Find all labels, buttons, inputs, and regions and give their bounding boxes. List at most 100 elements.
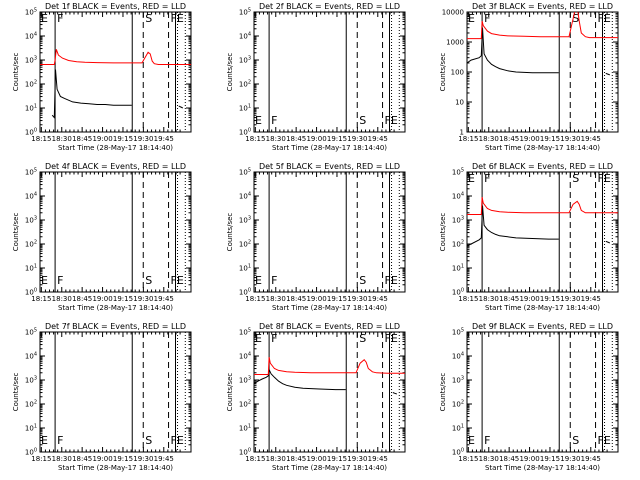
series-events-line bbox=[392, 392, 397, 395]
marker-label-fe: FE bbox=[598, 12, 611, 25]
marker-label-s: S bbox=[145, 274, 152, 287]
chart-title: Det 6f BLACK = Events, RED = LLD bbox=[472, 162, 613, 171]
marker-label-fe: FE bbox=[598, 434, 611, 447]
panel-det-9: Det 9f BLACK = Events, RED = LLD 100 101 10… bbox=[439, 322, 619, 472]
x-tick-label: 19:00 bbox=[92, 455, 112, 463]
plot-frame bbox=[466, 331, 619, 453]
x-tick-label: 18:45 bbox=[286, 135, 306, 143]
y-tick-label: 100 bbox=[452, 448, 464, 457]
series-lld-line bbox=[40, 49, 191, 65]
x-tick-label: 19:30 bbox=[133, 455, 153, 463]
y-tick-label: 102 bbox=[239, 80, 251, 89]
series-events-line bbox=[178, 105, 184, 109]
y-axis-label: Counts/sec bbox=[12, 53, 20, 92]
y-axis-label: Counts/sec bbox=[226, 373, 234, 412]
x-tick-label: 19:45 bbox=[368, 295, 388, 303]
x-tick-label: 18:15 bbox=[458, 295, 478, 303]
y-tick-label: 102 bbox=[239, 400, 251, 409]
plot-frame bbox=[466, 171, 619, 293]
chart-title: Det 8f BLACK = Events, RED = LLD bbox=[259, 322, 400, 331]
x-tick-label: 18:30 bbox=[52, 295, 72, 303]
y-tick-label: 10 bbox=[455, 99, 464, 107]
y-tick-label: 104 bbox=[239, 192, 251, 201]
x-tick-label: 18:30 bbox=[479, 295, 499, 303]
marker-label-fe: FE bbox=[171, 12, 184, 25]
y-tick-label: 1000 bbox=[446, 39, 464, 47]
x-axis-label: Start Time (28-May-17 18:14:40) bbox=[58, 144, 173, 152]
y-axis-label: Counts/sec bbox=[226, 213, 234, 252]
x-axis-label: Start Time (28-May-17 18:14:40) bbox=[485, 304, 600, 312]
y-tick-label: 105 bbox=[239, 328, 251, 337]
marker-label-s: S bbox=[359, 332, 366, 345]
y-tick-label: 102 bbox=[452, 240, 464, 249]
x-tick-label: 19:45 bbox=[154, 295, 174, 303]
x-tick-label: 18:15 bbox=[245, 295, 265, 303]
y-tick-label: 103 bbox=[25, 56, 37, 65]
x-tick-label: 18:15 bbox=[31, 295, 51, 303]
marker-label-fe: FE bbox=[171, 434, 184, 447]
x-tick-label: 19:30 bbox=[133, 295, 153, 303]
x-tick-label: 19:00 bbox=[306, 135, 326, 143]
y-tick-label: 105 bbox=[25, 328, 37, 337]
y-tick-label: 100 bbox=[452, 288, 464, 297]
y-tick-label: 104 bbox=[239, 352, 251, 361]
y-tick-label: 101 bbox=[239, 424, 251, 433]
x-tick-label: 19:45 bbox=[581, 295, 601, 303]
marker-label-s: S bbox=[145, 12, 152, 25]
x-tick-label: 19:30 bbox=[560, 295, 580, 303]
x-tick-label: 19:15 bbox=[540, 135, 560, 143]
y-tick-label: 101 bbox=[239, 104, 251, 113]
y-axis-label: Counts/sec bbox=[12, 373, 20, 412]
marker-label-fe: FE bbox=[171, 274, 184, 287]
plot-frame bbox=[39, 11, 192, 133]
x-axis-label: Start Time (28-May-17 18:14:40) bbox=[272, 144, 387, 152]
panel-det-8: Det 8f BLACK = Events, RED = LLD 100 101 10… bbox=[226, 322, 406, 472]
x-tick-label: 18:15 bbox=[458, 455, 478, 463]
x-axis-label: Start Time (28-May-17 18:14:40) bbox=[272, 464, 387, 472]
panel-det-6: Det 6f BLACK = Events, RED = LLD 100 101 10… bbox=[439, 162, 619, 312]
x-tick-label: 19:45 bbox=[154, 135, 174, 143]
x-tick-label: 18:30 bbox=[52, 135, 72, 143]
x-tick-label: 19:15 bbox=[113, 135, 133, 143]
marker-label-e: E bbox=[468, 172, 475, 185]
y-axis-label: Counts/sec bbox=[226, 53, 234, 92]
x-tick-label: 19:00 bbox=[92, 135, 112, 143]
x-tick-label: 19:00 bbox=[519, 135, 539, 143]
marker-label-s: S bbox=[572, 434, 579, 447]
x-tick-label: 18:45 bbox=[72, 295, 92, 303]
marker-label-e: E bbox=[255, 274, 262, 287]
series-events-line bbox=[254, 368, 346, 391]
series-lld-line bbox=[467, 197, 618, 215]
y-tick-label: 103 bbox=[239, 216, 251, 225]
y-tick-label: 103 bbox=[25, 376, 37, 385]
marker-label-f: F bbox=[484, 172, 490, 185]
y-tick-label: 100 bbox=[25, 288, 37, 297]
x-tick-label: 19:15 bbox=[327, 295, 347, 303]
marker-label-f: F bbox=[271, 114, 277, 127]
chart-title: Det 4f BLACK = Events, RED = LLD bbox=[45, 162, 186, 171]
plot-frame bbox=[253, 331, 406, 453]
chart-title: Det 7f BLACK = Events, RED = LLD bbox=[45, 322, 186, 331]
marker-label-s: S bbox=[572, 172, 579, 185]
x-tick-label: 18:45 bbox=[286, 455, 306, 463]
x-tick-label: 18:45 bbox=[499, 455, 519, 463]
y-axis-label: Counts/sec bbox=[439, 53, 447, 92]
y-tick-label: 102 bbox=[25, 400, 37, 409]
marker-label-f: F bbox=[57, 434, 63, 447]
series-events-line bbox=[605, 240, 611, 244]
y-axis-label: Counts/sec bbox=[439, 373, 447, 412]
y-tick-label: 103 bbox=[239, 56, 251, 65]
plot-frame bbox=[253, 171, 406, 293]
series-events-line bbox=[467, 27, 559, 74]
x-tick-label: 18:15 bbox=[245, 455, 265, 463]
plot-frame bbox=[253, 11, 406, 133]
x-tick-label: 19:00 bbox=[92, 295, 112, 303]
y-tick-label: 100 bbox=[239, 448, 251, 457]
marker-label-f: F bbox=[57, 12, 63, 25]
marker-label-e: E bbox=[468, 434, 475, 447]
x-tick-label: 19:30 bbox=[560, 135, 580, 143]
x-tick-label: 19:45 bbox=[368, 455, 388, 463]
x-tick-label: 18:45 bbox=[499, 135, 519, 143]
x-tick-label: 18:30 bbox=[479, 135, 499, 143]
x-tick-label: 18:30 bbox=[266, 135, 286, 143]
